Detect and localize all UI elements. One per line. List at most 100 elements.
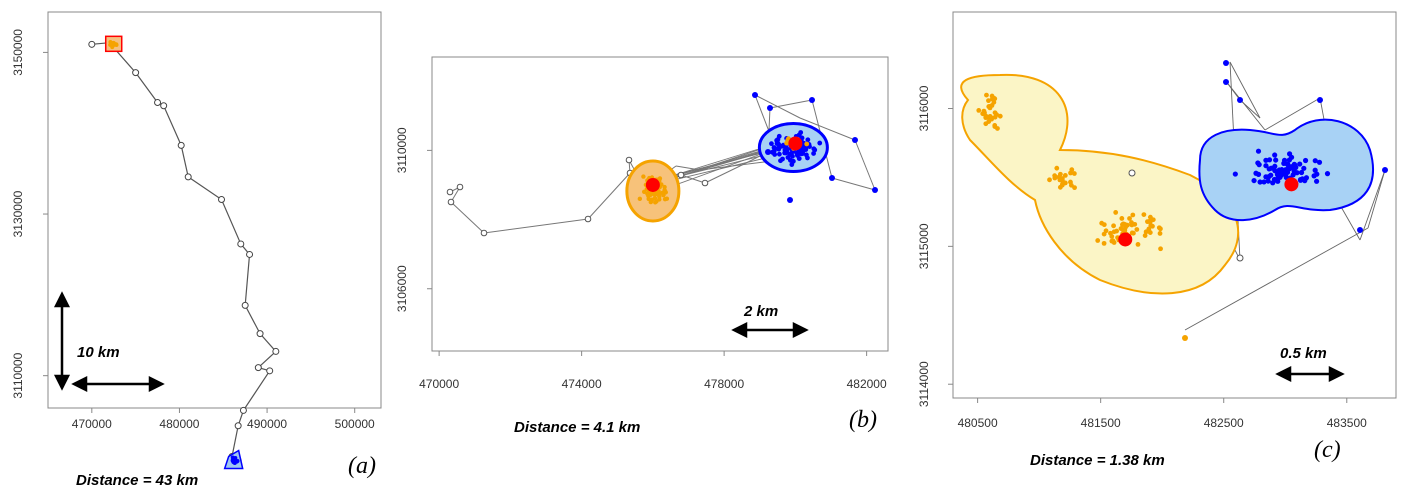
panel-b-blue-point — [803, 147, 809, 152]
panel-a-letter: (a) — [348, 453, 376, 479]
panel-b-track-point — [625, 156, 633, 164]
panel-c-orange-point — [1127, 216, 1132, 221]
panel-b-track-segment — [754, 94, 801, 119]
panel-c-orange-point — [1134, 227, 1140, 232]
panel-a-x-tick-label: 490000 — [247, 417, 287, 431]
panel-a-x-tick-label: 470000 — [72, 417, 112, 431]
panel-c-blue-point — [1272, 152, 1278, 158]
panel-b-blue-point — [817, 140, 823, 146]
panel-c-orange-centroid — [1118, 232, 1133, 247]
panel-a-track-point — [239, 406, 247, 414]
panel-c-blue-point — [1257, 179, 1263, 185]
panel-c-orange-point — [1109, 238, 1115, 244]
panel-a-track-point — [241, 301, 249, 309]
panel-c-blue-point — [1268, 165, 1274, 171]
panel-c-orange-home-range — [960, 73, 1240, 295]
panel-b-horizontal-scale-arrow — [731, 321, 809, 339]
panel-b-blue-point — [790, 158, 796, 164]
panel-a-end-point — [231, 460, 236, 465]
panel-b-track-segment — [587, 172, 631, 220]
panel-c-blue-point — [1301, 165, 1307, 171]
panel-b-blue-point — [872, 187, 878, 193]
panel-b-orange-point — [652, 195, 658, 201]
panel-c-orange-point — [1135, 241, 1141, 247]
panel-b-orange-point — [654, 199, 659, 204]
panel-a-start-point — [110, 45, 115, 50]
panel-c-blue-point — [1266, 174, 1272, 180]
panel-b-track-point — [480, 229, 488, 237]
panel-b-track-segment — [854, 139, 876, 191]
panel-c-orange-point — [1157, 231, 1163, 236]
panel-a-track-point — [266, 367, 274, 375]
panel-c-orange-point — [1148, 222, 1154, 228]
panel-b-blue-point — [809, 97, 815, 103]
panel-b-blue-point — [776, 151, 782, 157]
panel-c-blue-point — [1273, 157, 1279, 163]
panel-b-orange-point — [652, 192, 657, 197]
panel-c-orange-point — [989, 116, 995, 122]
panel-b-track-point — [677, 171, 685, 179]
panel-c-blue-point — [1313, 178, 1320, 184]
panel-c-blue-point — [1273, 177, 1279, 183]
panel-b-orange-point — [637, 196, 643, 202]
panel-c-orange-point — [1150, 217, 1156, 223]
panel-c-blue-point — [1357, 227, 1363, 233]
panel-b-blue-point — [752, 92, 758, 98]
panel-b-blue-point — [787, 197, 793, 203]
panel-a-track-point — [177, 141, 185, 149]
panel-c-orange-point — [992, 122, 998, 128]
panel-b-track-segment — [769, 99, 813, 109]
panel-c-blue-point — [1285, 161, 1291, 167]
panel-c-blue-point — [1265, 178, 1271, 184]
panel-a-track-point — [160, 102, 168, 110]
panel-b-track-point — [456, 183, 464, 191]
panel-c-y-ticks: 3114000 3115000 3116000 — [917, 85, 953, 407]
panel-b-orange-point — [648, 199, 654, 205]
panel-c-distance-label: Distance = 1.38 km — [1030, 452, 1165, 469]
panel-c-orange-point — [997, 113, 1003, 119]
panel-c-blue-point — [1263, 163, 1269, 169]
panel-c-letter: (c) — [1314, 437, 1341, 463]
panel-a-track-point — [218, 195, 226, 203]
panel-b-orange-point — [784, 140, 790, 146]
panel-b-x-tick-label: 470000 — [419, 377, 459, 391]
panel-a-track-point — [234, 422, 242, 430]
panel-c-track-segment — [1367, 169, 1386, 229]
panel-b-blue-point — [772, 152, 778, 157]
panel-c-orange-point — [1062, 173, 1068, 178]
panel-c-blue-point — [1312, 158, 1318, 164]
panel-c-orange-point — [1158, 246, 1163, 252]
panel-c-scalebar-label: 0.5 km — [1280, 345, 1327, 362]
panel-a-end-point — [235, 459, 240, 464]
panel-b-blue-point — [778, 158, 783, 164]
panel-a-x-tick-label: 500000 — [335, 417, 375, 431]
panel-c-x-ticks: 480500 481500 482500 483500 — [958, 398, 1367, 430]
panel-c-blue-point — [1281, 157, 1288, 163]
panel-c-track-point — [1128, 169, 1136, 177]
panel-c-orange-point — [980, 111, 986, 117]
panel-c-orange-point — [1182, 335, 1188, 341]
panel-c-blue-point — [1382, 167, 1388, 173]
panel-c-content — [960, 60, 1388, 341]
panel-c-orange-point — [1130, 212, 1136, 218]
panel-b-track-segment — [450, 201, 485, 234]
panel-b-scalebar-label: 2 km — [743, 303, 778, 320]
panel-b-content — [446, 92, 878, 237]
panel-c-blue-point — [1303, 175, 1310, 181]
panel-c-blue-point — [1263, 157, 1269, 163]
panel-c-y-tick-label: 3114000 — [917, 361, 931, 407]
panel-c-orange-point — [985, 114, 991, 120]
panel-a-track-point — [246, 250, 254, 258]
panel-b-orange-point — [662, 196, 668, 202]
panel-c-orange-point — [983, 121, 989, 127]
panel-c-orange-point — [1101, 240, 1107, 246]
panel-a-track-point — [272, 347, 280, 355]
panel-b-blue-point — [769, 141, 774, 147]
panel-b-y-ticks: 3106000 3110000 — [395, 127, 432, 312]
panel-a: 470000 480000 490000 500000 311000031300003… — [11, 11, 382, 489]
panel-b-y-tick-label: 3106000 — [395, 265, 409, 312]
panel-b-orange-point — [661, 191, 666, 197]
panel-c-blue-point — [1223, 60, 1229, 66]
panel-b-blue-point — [798, 149, 804, 155]
